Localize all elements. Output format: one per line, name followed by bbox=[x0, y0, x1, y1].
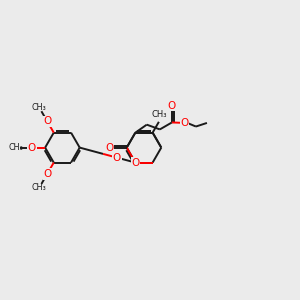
Text: O: O bbox=[113, 153, 121, 163]
Text: O: O bbox=[168, 101, 176, 111]
Text: O: O bbox=[131, 158, 140, 168]
Text: O: O bbox=[43, 169, 51, 179]
Text: CH₃: CH₃ bbox=[151, 110, 166, 119]
Text: O: O bbox=[28, 142, 36, 153]
Text: O: O bbox=[43, 116, 51, 126]
Text: CH₃: CH₃ bbox=[9, 143, 23, 152]
Text: CH₃: CH₃ bbox=[32, 103, 46, 112]
Text: O: O bbox=[180, 118, 188, 128]
Text: CH₃: CH₃ bbox=[32, 183, 46, 192]
Text: O: O bbox=[105, 142, 113, 153]
